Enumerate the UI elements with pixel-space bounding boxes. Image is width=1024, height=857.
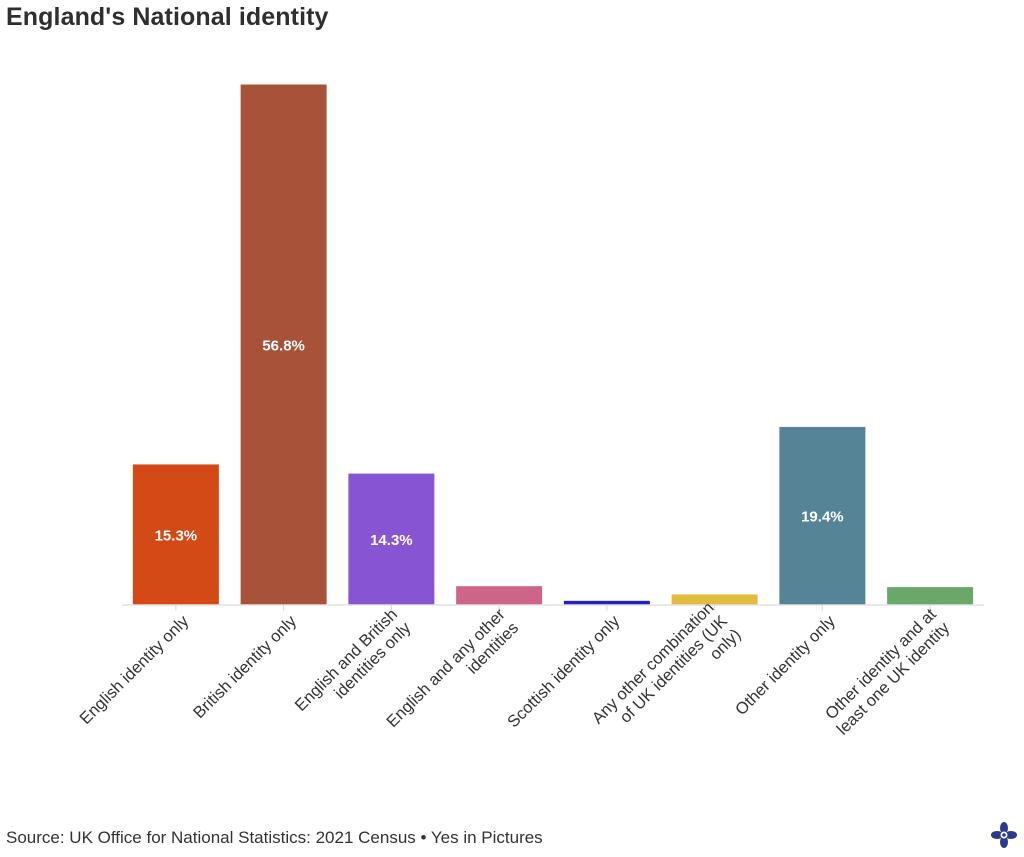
bar-3: [348, 473, 435, 605]
data-labels-group: 15.3% 56.8% 14.3% 19.4%: [155, 338, 844, 550]
x-tick-label-1: English identity only: [76, 612, 192, 728]
x-tick-label-8: Other identity and atleast one UK identi…: [820, 605, 954, 739]
bar-7: [779, 426, 866, 605]
chart-title: England's National identity: [6, 3, 329, 31]
bar-5: [563, 600, 650, 605]
flower-logo-icon: [991, 822, 1017, 848]
bar-6: [671, 594, 758, 605]
x-tick-label-2: British identity only: [190, 612, 301, 723]
bar-4: [456, 586, 543, 605]
source-footer: Source: UK Office for National Statistic…: [6, 828, 543, 847]
bar-1: [132, 464, 219, 605]
data-label-1: 15.3%: [155, 527, 198, 544]
bar-chart: 15.3% 56.8% 14.3% 19.4% English identity on…: [76, 84, 984, 739]
data-label-7: 19.4%: [801, 509, 844, 526]
x-tick-label-7: Other identity only: [732, 612, 839, 719]
bar-2: [240, 84, 327, 605]
bars-group: [132, 84, 974, 605]
data-label-3: 14.3%: [370, 532, 413, 549]
bar-8: [887, 587, 974, 605]
data-label-2: 56.8%: [262, 338, 305, 355]
